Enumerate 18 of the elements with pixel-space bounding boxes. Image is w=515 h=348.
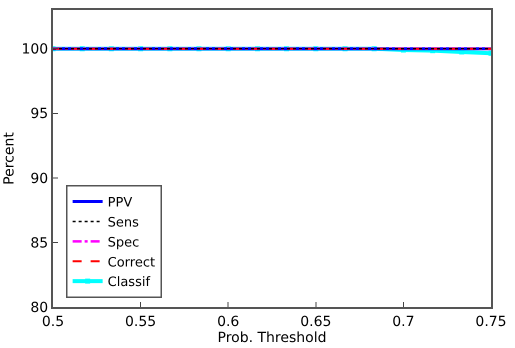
y-tick-label: 100 bbox=[21, 42, 48, 58]
legend-label: Correct bbox=[108, 255, 156, 270]
x-tick-label: 0.55 bbox=[125, 314, 156, 330]
legend-label: Spec bbox=[108, 235, 140, 250]
x-tick-label: 0.6 bbox=[217, 314, 240, 330]
y-tick-label: 80 bbox=[30, 300, 48, 316]
y-tick-label: 90 bbox=[30, 170, 48, 187]
x-axis-title: Prob. Threshold bbox=[218, 330, 326, 346]
y-tick-label: 85 bbox=[30, 235, 48, 252]
x-tick-label: 0.65 bbox=[300, 314, 332, 330]
x-tick-label: 0.75 bbox=[475, 314, 507, 330]
y-axis-title: Percent bbox=[2, 132, 18, 185]
legend-label: Sens bbox=[108, 216, 140, 231]
legend-label: PPV bbox=[108, 196, 132, 211]
legend-label: Classif bbox=[108, 275, 150, 290]
x-tick-label: 0.5 bbox=[42, 314, 64, 330]
y-tick-label: 95 bbox=[30, 106, 48, 122]
x-tick-label: 0.7 bbox=[392, 314, 415, 330]
